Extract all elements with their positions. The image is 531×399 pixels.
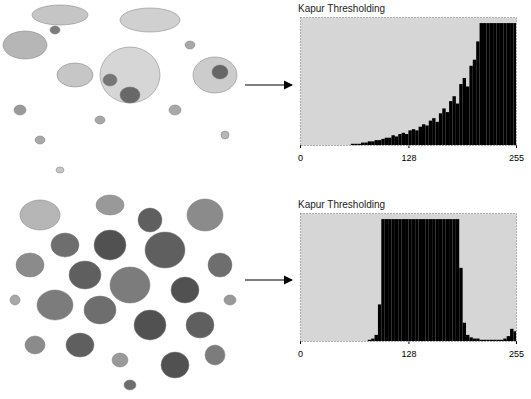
svg-text:0: 0 [298,153,303,163]
svg-text:128: 128 [401,349,416,359]
svg-text:255: 255 [509,349,524,359]
svg-text:128: 128 [401,153,416,163]
html-text:Kapur Thresholding: Kapur Thresholding [298,199,386,210]
svg-text:0: 0 [298,349,303,359]
html-text:Kapur Thresholding: Kapur Thresholding [298,3,386,14]
svg-text:255: 255 [509,153,524,163]
